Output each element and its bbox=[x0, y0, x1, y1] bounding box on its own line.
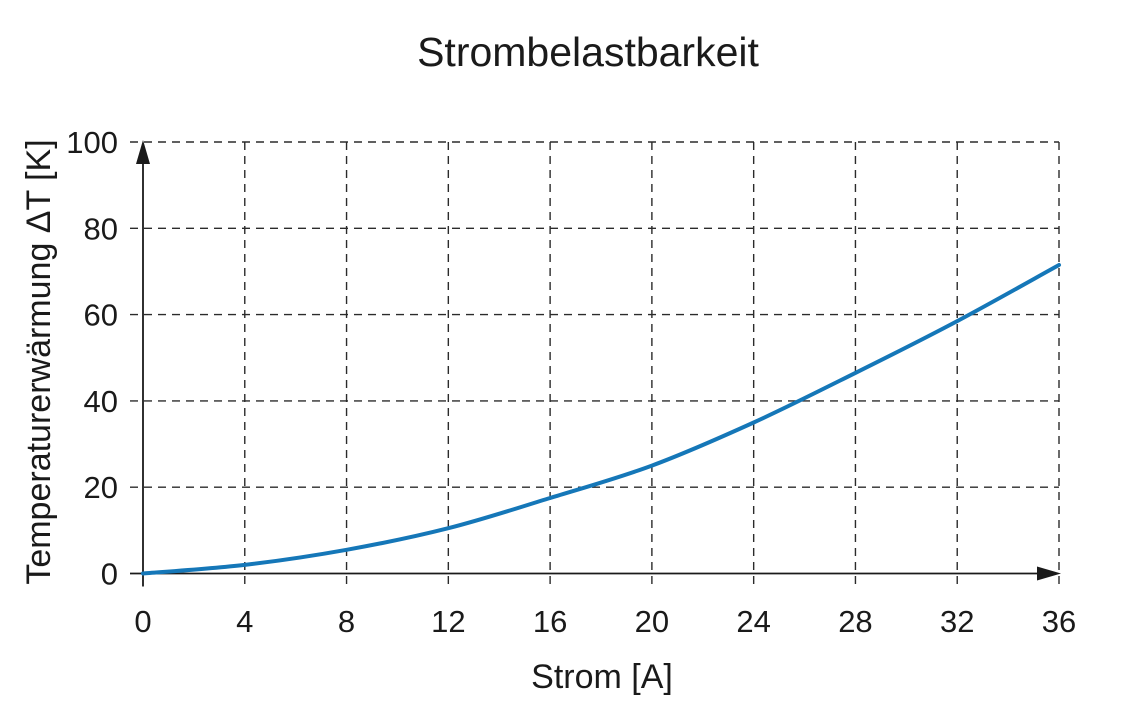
chart-title: Strombelastbarkeit bbox=[417, 29, 759, 75]
x-tick-label: 24 bbox=[736, 604, 770, 639]
y-axis-label: Temperaturerwärmung ΔT [K] bbox=[20, 139, 58, 584]
x-tick-label: 28 bbox=[838, 604, 872, 639]
y-tick-label: 60 bbox=[84, 298, 118, 333]
y-tick-label: 0 bbox=[101, 557, 118, 592]
x-tick-label: 8 bbox=[338, 604, 355, 639]
x-tick-label: 20 bbox=[635, 604, 669, 639]
x-axis-label: Strom [A] bbox=[531, 658, 673, 696]
x-tick-label: 36 bbox=[1042, 604, 1076, 639]
y-tick-label: 80 bbox=[84, 211, 118, 246]
y-axis-arrowhead-icon bbox=[136, 140, 150, 164]
y-tick-label: 100 bbox=[66, 125, 118, 160]
x-tick-label: 4 bbox=[236, 604, 253, 639]
series-line bbox=[141, 263, 1061, 576]
y-tick-label: 20 bbox=[84, 470, 118, 505]
axes bbox=[130, 140, 1061, 587]
data-series bbox=[141, 263, 1061, 576]
x-tick-label: 16 bbox=[533, 604, 567, 639]
x-tick-label: 12 bbox=[431, 604, 465, 639]
y-tick-labels: 0 20 40 60 80 100 bbox=[66, 125, 118, 592]
gridlines bbox=[130, 141, 1060, 587]
x-axis-arrowhead-icon bbox=[1037, 566, 1061, 581]
x-tick-label: 0 bbox=[134, 604, 151, 639]
y-tick-label: 40 bbox=[84, 384, 118, 419]
x-tick-label: 32 bbox=[940, 604, 974, 639]
x-tick-labels: 0 4 8 12 16 20 24 28 32 36 bbox=[134, 604, 1076, 639]
